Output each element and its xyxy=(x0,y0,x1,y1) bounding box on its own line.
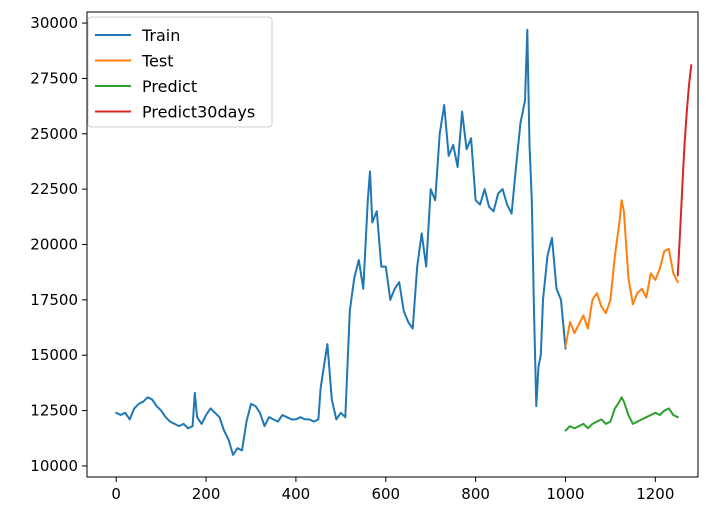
legend-label-predict: Predict xyxy=(142,77,197,96)
axes: 0 200 400 600 800 1000 1200 10000 12500 15000 1750… xyxy=(30,11,699,503)
y-tick-label: 10000 xyxy=(30,457,78,475)
x-tick-label: 800 xyxy=(461,485,490,503)
y-tick-label: 12500 xyxy=(30,402,78,420)
y-tick-label: 20000 xyxy=(30,236,78,254)
legend-label-predict30days: Predict30days xyxy=(142,103,255,122)
series-line-predict xyxy=(564,396,679,432)
series-line-train xyxy=(115,28,567,456)
y-tick-label: 27500 xyxy=(30,69,78,87)
y-tick-label: 22500 xyxy=(30,180,78,198)
legend-label-train: Train xyxy=(141,26,180,45)
x-tick-label: 200 xyxy=(192,485,221,503)
legend-label-test: Test xyxy=(141,52,174,71)
series-line-predict30days xyxy=(676,64,693,277)
y-tick-label: 15000 xyxy=(30,346,78,364)
x-tick-label: 0 xyxy=(111,485,121,503)
plot-area xyxy=(115,28,693,456)
x-tick-label: 400 xyxy=(282,485,311,503)
series-line-test xyxy=(564,199,679,348)
x-tick-label: 600 xyxy=(371,485,400,503)
y-tick-label: 30000 xyxy=(30,14,78,32)
y-tick-label: 25000 xyxy=(30,125,78,143)
legend: Train Test Predict Predict30days xyxy=(87,16,273,128)
legend-box xyxy=(87,16,273,128)
x-tick-label: 1000 xyxy=(546,485,584,503)
y-tick-label: 17500 xyxy=(30,291,78,309)
x-tick-label: 1200 xyxy=(636,485,674,503)
